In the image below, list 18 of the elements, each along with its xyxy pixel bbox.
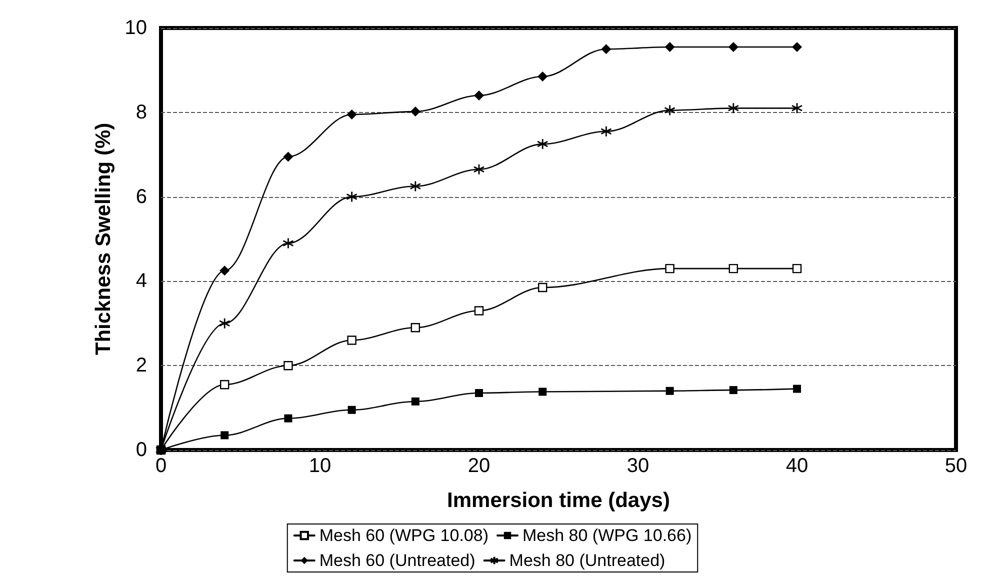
legend-label: Mesh 80 (WPG 10.66) <box>522 526 692 545</box>
legend-label: Mesh 80 (Untreated) <box>509 551 666 570</box>
y-axis-title: Thickness Swelling (%) <box>92 122 115 356</box>
y-tick-label: 10 <box>124 17 147 39</box>
x-tick-label: 10 <box>308 455 332 477</box>
y-tick-label: 6 <box>136 186 147 208</box>
y-tick-label: 4 <box>136 270 147 292</box>
y-tick-label: 2 <box>136 354 147 377</box>
legend-label: Mesh 60 (WPG 10.08) <box>319 526 489 545</box>
x-tick-label: 50 <box>944 455 968 477</box>
y-tick-label: 8 <box>136 101 147 124</box>
x-axis-title: Immersion time (days) <box>447 489 670 512</box>
legend-label: Mesh 60 (Untreated) <box>319 551 476 570</box>
x-tick-label: 0 <box>155 455 167 477</box>
x-tick-label: 20 <box>468 455 490 477</box>
x-tick-label: 40 <box>786 455 808 477</box>
x-tick-label: 30 <box>626 455 650 477</box>
y-tick-label: 0 <box>136 439 147 461</box>
